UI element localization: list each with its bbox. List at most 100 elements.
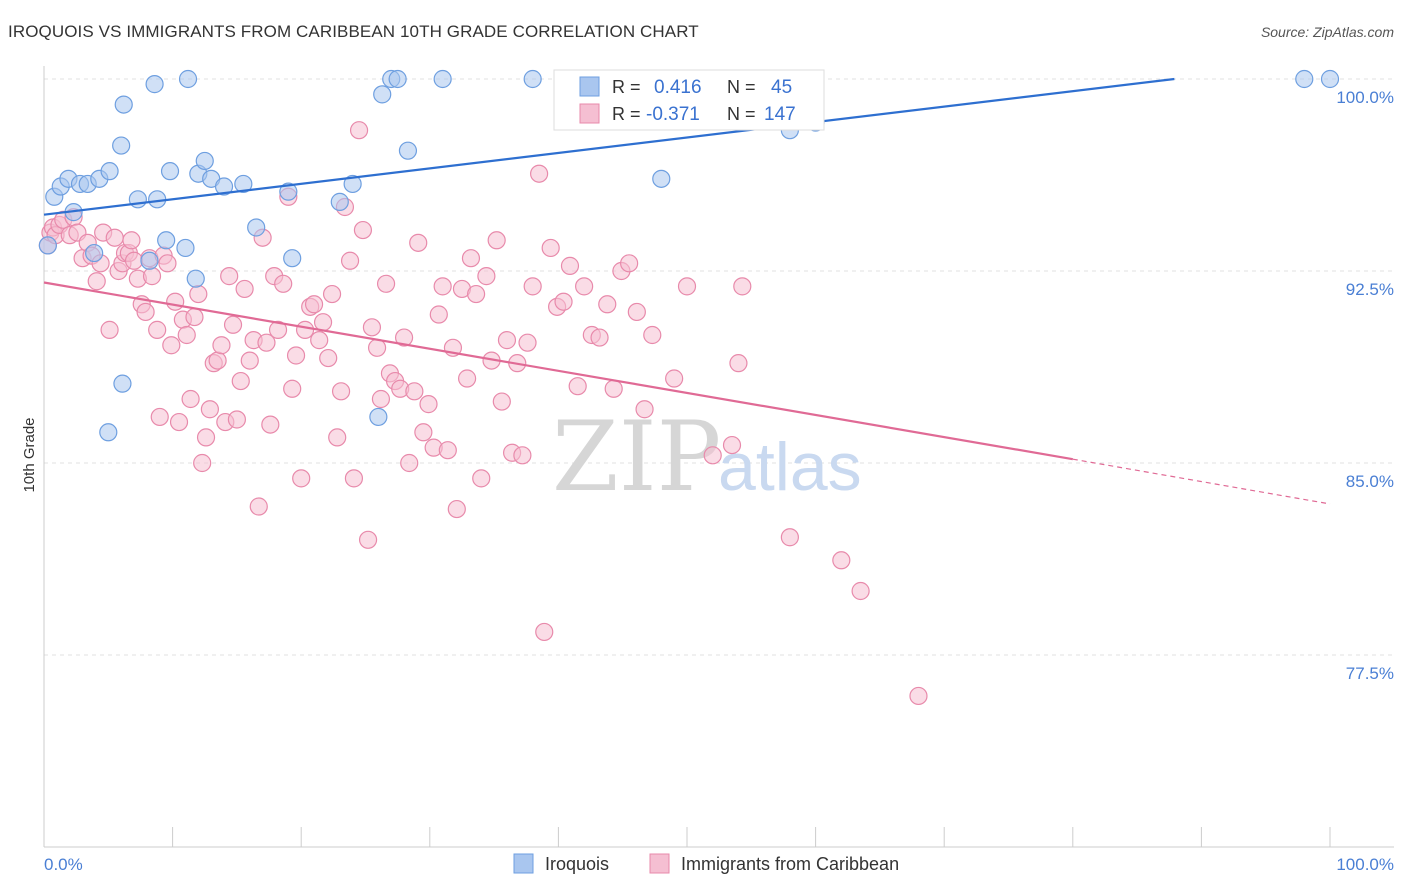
- caribbean-point: [286, 346, 306, 365]
- watermark-atlas: atlas: [718, 429, 862, 505]
- iroquois-point: [145, 75, 164, 94]
- iroquois-point: [114, 95, 133, 114]
- caribbean-point: [376, 274, 396, 293]
- caribbean-point: [367, 338, 387, 357]
- caribbean-point: [598, 295, 617, 314]
- legend-box: R = 0.416 N = 45 R = -0.371 N = 147: [553, 69, 825, 131]
- caribbean-point: [208, 351, 227, 370]
- caribbean-point: [461, 249, 481, 268]
- caribbean-point: [438, 441, 457, 460]
- y-axis-label: 10th Grade: [21, 417, 38, 492]
- y-tick-label: 92.5%: [1346, 280, 1394, 299]
- caribbean-point: [304, 295, 324, 314]
- caribbean-point: [353, 220, 373, 240]
- legend-r-value-caribbean: -0.371: [646, 104, 700, 125]
- y-tick-label: 100.0%: [1336, 88, 1394, 107]
- iroquois-point: [652, 169, 671, 188]
- caribbean-point: [274, 274, 293, 293]
- caribbean-point: [513, 446, 532, 465]
- iroquois-point: [140, 251, 159, 270]
- caribbean-point: [394, 328, 414, 347]
- caribbean-point: [535, 622, 554, 642]
- caribbean-point: [240, 351, 259, 370]
- caribbean-point: [780, 528, 799, 547]
- caribbean-point: [560, 256, 580, 275]
- caribbean-point: [185, 307, 204, 327]
- caribbean-point: [703, 446, 722, 465]
- iroquois-point: [279, 182, 298, 201]
- iroquois-trend-line: [43, 77, 1175, 216]
- iroquois-point: [523, 69, 542, 89]
- caribbean-point: [358, 530, 378, 549]
- iroquois-point: [195, 151, 214, 171]
- iroquois-point: [330, 192, 349, 211]
- caribbean-point: [235, 279, 254, 299]
- iroquois-point: [369, 407, 388, 427]
- legend-n-value-caribbean: 147: [764, 104, 796, 125]
- iroquois-point: [283, 249, 302, 268]
- caribbean-point: [518, 333, 537, 352]
- caribbean-point: [414, 423, 433, 442]
- caribbean-point: [472, 469, 491, 488]
- caribbean-point: [87, 272, 106, 291]
- legend-n-value-iroquois: 45: [771, 77, 792, 98]
- caribbean-point: [677, 277, 697, 296]
- iroquois-point: [398, 141, 418, 160]
- caribbean-point: [220, 267, 239, 286]
- caribbean-point: [643, 325, 662, 345]
- caribbean-point: [409, 233, 428, 252]
- caribbean-point: [568, 377, 587, 396]
- caribbean-point: [371, 389, 391, 409]
- caribbean-point: [851, 581, 870, 601]
- chart-title: IROQUOIS VS IMMIGRANTS FROM CARIBBEAN 10…: [8, 22, 699, 41]
- caribbean-point: [340, 251, 360, 270]
- caribbean-trend-extension: [1072, 458, 1331, 505]
- caribbean-point: [148, 320, 167, 339]
- series-caribbean-points: [38, 69, 928, 706]
- caribbean-point: [635, 400, 654, 419]
- iroquois-point: [113, 374, 132, 393]
- caribbean-point: [349, 121, 369, 140]
- caribbean-point: [200, 400, 219, 419]
- iroquois-point: [234, 174, 253, 194]
- caribbean-point: [166, 292, 185, 311]
- caribbean-point: [487, 231, 506, 250]
- caribbean-point: [492, 392, 511, 411]
- caribbean-point: [122, 231, 141, 250]
- iroquois-point: [1295, 69, 1314, 89]
- caribbean-point: [523, 277, 542, 296]
- caribbean-point: [310, 331, 329, 350]
- caribbean-point: [909, 686, 928, 706]
- caribbean-point: [136, 302, 155, 322]
- legend-swatch-iroquois: [579, 76, 600, 97]
- caribbean-point: [530, 164, 549, 183]
- caribbean-point: [177, 325, 196, 345]
- bottom-legend-iroquois: Iroquois: [545, 854, 609, 874]
- iroquois-point: [388, 69, 407, 89]
- series-iroquois-points: [38, 69, 1340, 442]
- trend-lines: [43, 77, 1331, 505]
- caribbean-point: [169, 412, 189, 432]
- caribbean-point: [322, 284, 342, 304]
- caribbean-point: [223, 315, 243, 334]
- caribbean-point: [554, 292, 573, 311]
- caribbean-point: [124, 251, 144, 270]
- iroquois-point: [38, 236, 57, 255]
- caribbean-point: [212, 336, 231, 355]
- caribbean-trend-line: [43, 281, 1073, 461]
- legend-n-label: N =: [727, 104, 756, 124]
- bottom-legend: Iroquois Immigrants from Caribbean: [513, 853, 899, 874]
- caribbean-point: [497, 331, 517, 350]
- iroquois-point: [1320, 69, 1340, 89]
- caribbean-point: [196, 428, 216, 447]
- bottom-legend-swatch-caribbean: [649, 853, 670, 874]
- legend-r-label: R =: [612, 104, 641, 124]
- iroquois-point: [85, 243, 104, 263]
- caribbean-point: [405, 382, 424, 401]
- iroquois-point: [214, 177, 234, 196]
- caribbean-point: [729, 354, 748, 373]
- caribbean-point: [400, 453, 419, 473]
- watermark-zip: ZIP: [552, 401, 721, 513]
- caribbean-point: [665, 369, 684, 388]
- caribbean-point: [457, 369, 477, 388]
